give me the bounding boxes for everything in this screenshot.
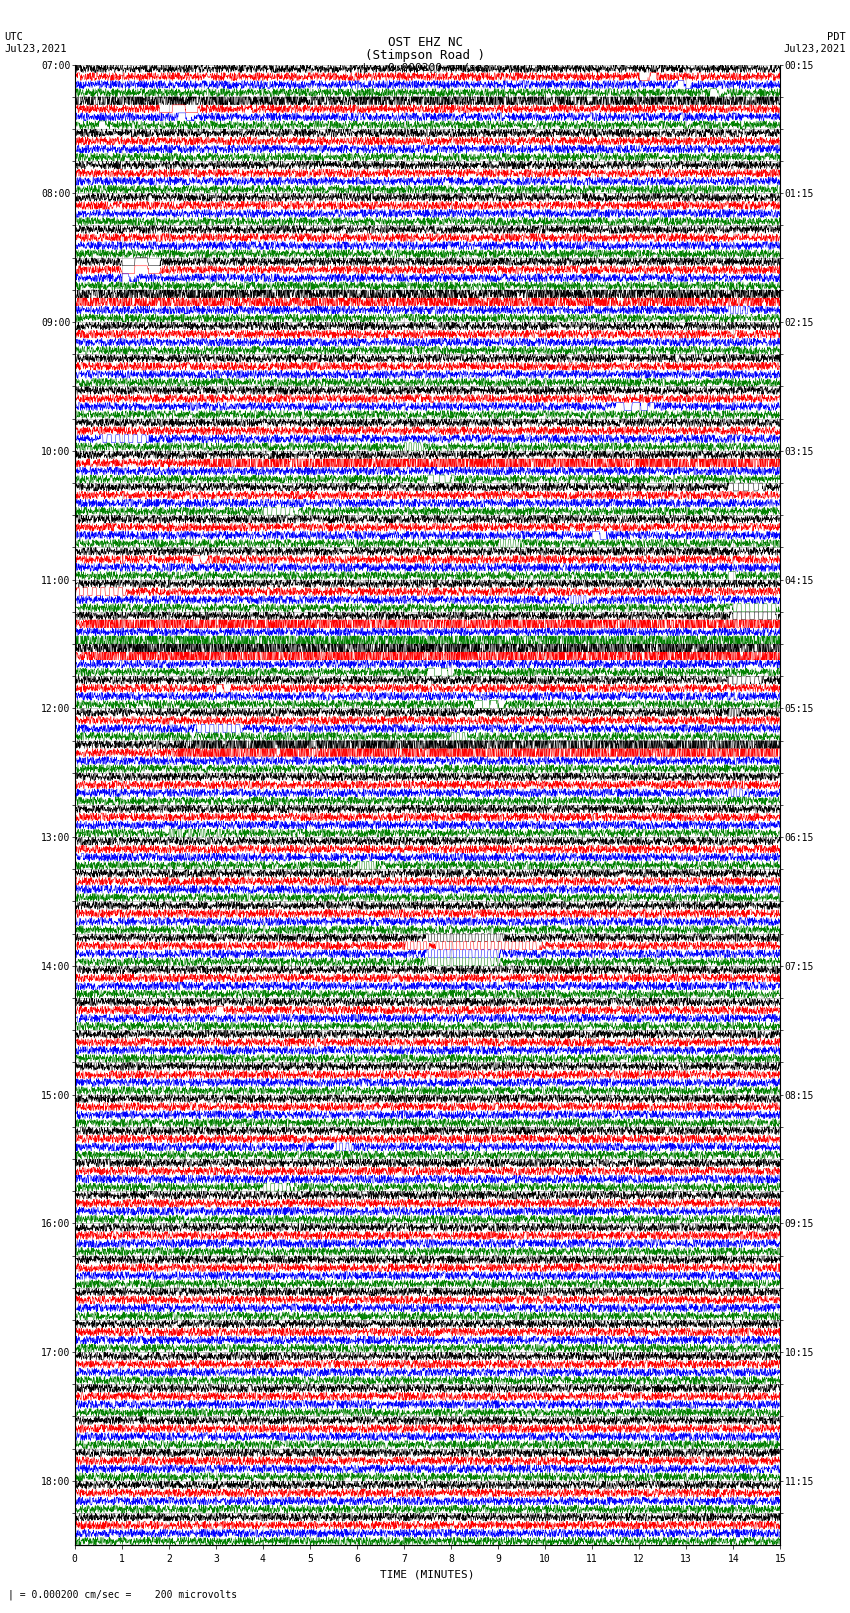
Text: Jul23,2021: Jul23,2021 (4, 44, 67, 53)
X-axis label: TIME (MINUTES): TIME (MINUTES) (380, 1569, 475, 1579)
Text: | = 0.000200 cm/sec: | = 0.000200 cm/sec (361, 63, 489, 73)
Text: UTC: UTC (4, 32, 23, 42)
Text: Jul23,2021: Jul23,2021 (783, 44, 846, 53)
Text: PDT: PDT (827, 32, 846, 42)
Text: | = 0.000200 cm/sec =    200 microvolts: | = 0.000200 cm/sec = 200 microvolts (8, 1589, 238, 1600)
Text: (Stimpson Road ): (Stimpson Road ) (365, 50, 485, 63)
Text: OST EHZ NC: OST EHZ NC (388, 37, 462, 50)
